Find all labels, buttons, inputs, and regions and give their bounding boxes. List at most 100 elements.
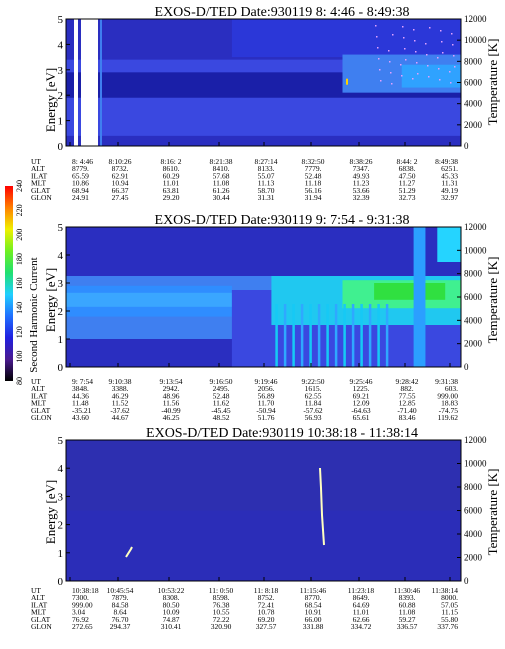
table-cell: 8770. (305, 593, 322, 602)
noise-speckle (388, 50, 390, 52)
table-cell: 11.84 (305, 399, 322, 408)
table-cell: 10.78 (258, 608, 275, 617)
table-cell: 55.07 (258, 171, 275, 180)
noise-speckle (390, 72, 392, 74)
table-cell: 8: 4:46 (72, 157, 93, 166)
y-tick-label: 5 (58, 222, 64, 234)
table-cell: 882. (400, 384, 413, 393)
table-cell: 10:45:54 (107, 586, 134, 595)
noise-speckle (400, 64, 402, 66)
table-cell: 2056. (258, 384, 275, 393)
table-row-label: ALT (31, 384, 45, 393)
y-tick-label: 1 (58, 116, 64, 128)
y2-tick-label: 12000 (464, 222, 487, 232)
table-cell: 999.00 (437, 391, 458, 400)
table-cell: 76.70 (112, 615, 129, 624)
table-cell: 7300. (72, 593, 89, 602)
y2-tick-label: 8000 (464, 269, 483, 279)
table-cell: 11.62 (213, 399, 230, 408)
table-cell: 49.93 (353, 171, 370, 180)
table-cell: 56.89 (258, 391, 275, 400)
table-cell: 29.20 (163, 193, 180, 202)
table-cell: 9:10:38 (109, 377, 132, 386)
colorbar-gradient (5, 186, 13, 381)
panel-1-title: EXOS-D/TED Date:930119 8: 4:46 - 8:49:38 (155, 5, 410, 20)
table-cell: 83.46 (399, 413, 416, 422)
table-cell: 310.41 (161, 622, 182, 631)
energy-band (374, 283, 446, 300)
table-cell: 48.96 (163, 391, 180, 400)
noise-speckle (441, 41, 443, 43)
table-cell: 337.76 (437, 622, 458, 631)
table-cell: 30.44 (213, 193, 230, 202)
table-cell: 3388. (112, 384, 129, 393)
table-cell: 11: 0:50 (209, 586, 234, 595)
noise-speckle (414, 40, 416, 42)
noise-speckle (442, 52, 444, 54)
table-row-label: UT (31, 157, 41, 166)
table-cell: 43.60 (72, 413, 89, 422)
table-cell: 11.52 (112, 399, 129, 408)
panel-3: EXOS-D/TED Date:930119 10:38:18 - 11:38:… (31, 426, 500, 631)
table-cell: 8779. (72, 164, 89, 173)
table-cell: 8:32:50 (302, 157, 325, 166)
y2-tick-label: 10000 (464, 459, 487, 469)
table-cell: 77.55 (399, 391, 416, 400)
table-cell: 11.27 (399, 179, 416, 188)
table-cell: 32.97 (441, 193, 458, 202)
table-cell: 8:49:38 (435, 157, 458, 166)
y-tick-label: 2 (58, 306, 64, 318)
energy-band (437, 227, 461, 262)
colorbar-tick-label: 120 (15, 326, 24, 338)
table-cell: 331.88 (303, 622, 324, 631)
colorbar: 80 100 120 140 160 180 200 220 240 Second Harmon… (5, 180, 40, 385)
streak (283, 304, 287, 367)
table-cell: 11.01 (163, 179, 180, 188)
y-tick-label: 1 (58, 548, 64, 560)
y2-tick-label: 0 (464, 141, 469, 151)
table-cell: 52.48 (305, 171, 322, 180)
streak (292, 304, 295, 367)
y2-tick-label: 8000 (464, 482, 483, 492)
streak (275, 304, 278, 367)
table-cell: 7879. (112, 593, 129, 602)
table-cell: 60.88 (399, 600, 416, 609)
y-tick-label: 4 (58, 463, 64, 475)
table-cell: 334.72 (351, 622, 372, 631)
energy-band (66, 292, 232, 307)
table-cell: 59.27 (399, 615, 416, 624)
table-cell: -57.62 (303, 406, 323, 415)
table-cell: 9:19:46 (255, 377, 278, 386)
y-tick-label: 0 (58, 362, 64, 374)
table-cell: 32.39 (353, 193, 370, 202)
table-cell: 9:16:50 (210, 377, 233, 386)
table-cell: 1615. (305, 384, 322, 393)
streak (343, 304, 346, 367)
noise-speckle (389, 61, 391, 63)
table-cell: 61.26 (213, 186, 230, 195)
panel-2-ticks: 0 1 2 3 4 5 0 2000 4000 6000 8000 10000 12000 (58, 222, 488, 374)
table-row-label: MLT (31, 399, 47, 408)
noise-speckle (413, 29, 415, 31)
y-tick-label: 3 (58, 278, 64, 290)
y2-tick-label: 4000 (464, 99, 483, 109)
table-cell: 46.29 (112, 391, 129, 400)
table-cell: 8.64 (113, 608, 126, 617)
streak (326, 304, 329, 367)
table-cell: 72.22 (213, 615, 230, 624)
table-cell: 8:10:26 (109, 157, 132, 166)
table-cell: 294.37 (110, 622, 131, 631)
table-cell: 60.29 (163, 171, 180, 180)
table-cell: 8393. (399, 593, 416, 602)
panel-1-ticks: 0 1 2 3 4 5 0 2000 4000 6000 8000 10000 12000 (58, 14, 488, 153)
noise-speckle (402, 26, 404, 28)
colorbar-tick-label: 180 (15, 253, 24, 265)
table-cell: 11.18 (305, 179, 322, 188)
table-cell: 272.65 (72, 622, 93, 631)
y2-tick-label: 8000 (464, 56, 483, 66)
y-tick-label: 5 (58, 14, 64, 26)
table-cell: 9:13:54 (160, 377, 183, 386)
table-cell: 8598. (213, 593, 230, 602)
table-cell: 62.91 (112, 171, 129, 180)
